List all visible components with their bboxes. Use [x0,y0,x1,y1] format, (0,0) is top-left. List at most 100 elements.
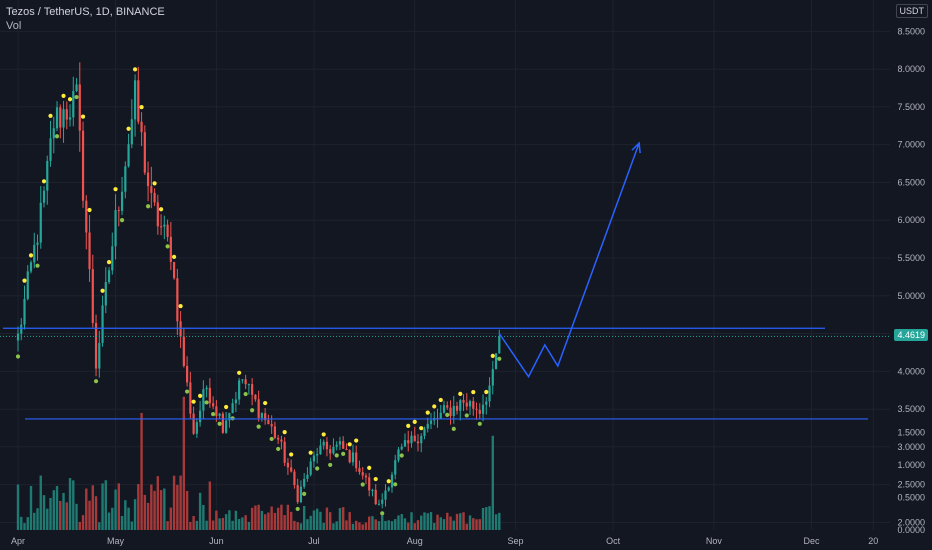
volume-tick-label: 1.0000 [897,460,925,470]
candle-body [228,413,231,421]
price-tick-label: 6.0000 [897,215,925,225]
candle-body [225,420,228,433]
chart-legend: Tezos / TetherUS, 1D, BINANCE Vol [6,5,165,33]
candle-body [98,342,101,369]
signal-dot [484,389,489,395]
drawings[interactable] [0,141,890,420]
price-tick-label: 8.5000 [897,26,925,36]
time-tick-label: Apr [11,536,25,546]
signal-dot [412,419,417,424]
candle-body [374,489,377,505]
time-tick-label: Oct [606,536,621,546]
volume-bar [384,520,387,530]
candle-body [85,200,88,233]
candle-body [426,423,429,429]
volume-bar [289,511,293,530]
candle-body [78,84,81,131]
candle-body [299,486,303,503]
volume-bar [488,506,491,530]
volume-bar [182,396,186,530]
volume-bar [325,507,329,530]
candle-body [394,460,397,475]
volume-bar [146,502,150,530]
signal-dot [289,452,294,457]
candle-body [303,478,306,487]
signal-dot [445,412,450,417]
price-tick-label: 3.5000 [897,404,925,414]
price-tick-label: 2.0000 [897,517,925,527]
volume-bar [140,413,143,530]
candle-body [465,402,468,407]
candle-body [23,298,26,325]
signal-dot [178,303,183,309]
currency-badge[interactable]: USDT [895,4,928,18]
time-tick-label: May [107,536,125,546]
signal-dot [139,104,144,110]
candle-body [33,244,36,263]
price-tick-label: 8.0000 [897,64,925,74]
candle-body [309,461,312,475]
volume-bar [322,522,325,530]
candle-body [247,384,250,386]
volume-bar [276,507,280,530]
candle-body [65,109,68,120]
volume-bar [452,520,455,530]
volume-bar [260,510,264,530]
signal-dot [106,260,112,265]
volume-bar [124,500,127,530]
candle-body [150,186,153,193]
volume-bar [436,514,439,530]
volume-bar [94,496,98,530]
candle-body [205,387,208,390]
candle-body [221,413,224,433]
candle-body [407,440,410,444]
volume-label[interactable]: Vol [6,20,22,32]
signal-dot [87,207,92,213]
candle-body [195,422,198,434]
volume-bar [407,522,410,530]
volume-bar [185,490,189,530]
candle-body [127,144,130,167]
candle-body [231,403,234,414]
signal-dot [74,94,79,100]
volume-bar [319,511,322,530]
candle-body [208,387,211,404]
volume-bar [351,523,355,530]
volume-bar [491,435,494,530]
volume-bar [299,523,303,530]
signal-dot [93,379,99,384]
candle-body [104,282,107,306]
signal-dot [119,217,125,223]
candle-body [52,128,55,139]
signal-dot [191,399,196,404]
indicator-markers [15,67,502,516]
volume-bar [364,522,368,530]
volume-bar [81,515,85,530]
signal-dot [315,466,320,471]
volume-bar [111,507,114,530]
volume-bar [283,515,286,530]
price-axis[interactable]: 2.00002.50003.00003.50004.00004.50005.00… [897,26,925,535]
signal-dot [477,421,482,426]
time-tick-label: 20 [868,536,878,546]
symbol-title[interactable]: Tezos / TetherUS, 1D, BINANCE [6,6,165,18]
volume-bar [429,512,433,530]
candle-body [413,435,416,442]
candle-body [348,449,351,463]
volume-bar [202,504,205,530]
volume-bar [179,475,182,530]
candle-body [202,389,205,411]
volume-bar [215,510,218,530]
candle-body [498,336,501,354]
signal-dot [61,93,66,98]
time-axis[interactable]: Apr May Jun Jul Aug Sep Oct Nov Dec 20 [11,536,878,546]
volume-bar [455,513,459,530]
candle-body [244,379,247,385]
volume-bar [150,484,153,530]
volume-bar [485,507,488,530]
candle-body [46,160,49,191]
candle-body [166,224,169,237]
time-tick-label: Sep [508,536,524,546]
volume-bar [114,489,117,530]
